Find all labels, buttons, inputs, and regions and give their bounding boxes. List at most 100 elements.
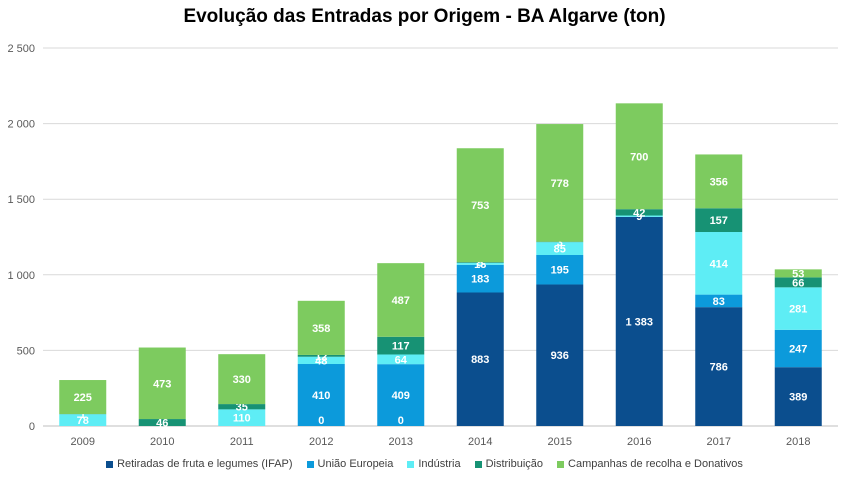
data-label: 157: [710, 215, 728, 227]
data-label: 281: [789, 304, 807, 316]
data-label: 0: [398, 415, 404, 427]
bar-segment: [615, 215, 663, 217]
bar-segment: [536, 242, 584, 255]
data-label: 883: [471, 354, 489, 366]
y-tick-label: 1 000: [7, 270, 35, 282]
legend-swatch-campanhas: [557, 460, 565, 468]
bar-segment: [456, 262, 504, 263]
chart-title: Evolução das Entradas por Origem - BA Al…: [183, 6, 666, 27]
data-label: 936: [551, 350, 569, 362]
x-tick-label: 2018: [786, 436, 810, 448]
legend-label-distribuicao: Distribuição: [485, 458, 544, 470]
bar-segment: [456, 292, 504, 426]
x-tick-label: 2011: [230, 436, 254, 448]
y-tick-label: 500: [17, 345, 35, 357]
bar-segment: [774, 277, 822, 288]
bar-segment: [377, 354, 425, 365]
legend-label-ifap: Retiradas de fruta e legumes (IFAP): [117, 458, 293, 470]
chart-legend: Retiradas de fruta e legumes (IFAP) Uniã…: [0, 458, 849, 470]
bar-segment: [774, 269, 822, 278]
bar-segment: [218, 354, 266, 405]
y-tick-label: 1 500: [7, 194, 35, 206]
bar-segment: [377, 263, 425, 337]
y-tick-label: 0: [29, 421, 35, 433]
data-label: 487: [392, 295, 410, 307]
bar-segment: [297, 356, 345, 365]
bar-segment: [138, 419, 186, 426]
bar-segment: [774, 287, 822, 330]
bar-segment: [377, 364, 425, 426]
bar-segment: [456, 264, 504, 293]
legend-item-campanhas: Campanhas de recolha e Donativos: [557, 458, 743, 470]
legend-label-industria: Indústria: [418, 458, 461, 470]
bar-segment: [456, 262, 504, 265]
x-tick-label: 2015: [548, 436, 572, 448]
data-label: 700: [630, 151, 648, 163]
x-tick-label: 2014: [468, 436, 492, 448]
x-tick-label: 2017: [707, 436, 731, 448]
data-label: 330: [233, 374, 251, 386]
x-tick-label: 2016: [627, 436, 651, 448]
bar-segment: [536, 284, 584, 426]
legend-swatch-industria: [407, 460, 415, 468]
y-tick-label: 2 000: [7, 119, 35, 131]
bar-segment: [615, 209, 663, 216]
data-label: 183: [471, 274, 489, 286]
data-label: 753: [471, 200, 489, 212]
bar-segment: [138, 347, 186, 420]
data-label: 85: [554, 244, 566, 256]
bar-segment: [218, 404, 266, 410]
data-label: 247: [789, 344, 807, 356]
bar-segment: [695, 208, 743, 233]
data-label: 35: [236, 402, 248, 414]
data-label: 409: [392, 390, 410, 402]
data-label: 9: [636, 211, 642, 223]
data-label: 414: [710, 258, 729, 270]
legend-swatch-distribuicao: [474, 460, 482, 468]
data-label: 786: [710, 362, 728, 374]
data-label: 117: [392, 341, 410, 353]
legend-item-industria: Indústria: [407, 458, 461, 470]
data-label: 225: [74, 392, 92, 404]
bar-segment: [774, 367, 822, 426]
legend-item-ifap: Retiradas de fruta e legumes (IFAP): [106, 458, 293, 470]
data-label: 473: [153, 378, 171, 390]
data-label: 1: [80, 409, 86, 421]
bar-segment: [536, 124, 584, 242]
legend-swatch-ifap: [106, 460, 114, 468]
y-tick-label: 2 500: [7, 43, 35, 55]
data-label: 64: [395, 354, 408, 366]
bar-segment: [456, 148, 504, 263]
bar-segment: [695, 232, 743, 295]
bar-segment: [695, 294, 743, 308]
bar-segment: [615, 216, 663, 426]
legend-item-distribuicao: Distribuição: [474, 458, 544, 470]
data-label: 48: [315, 355, 327, 367]
data-label: 358: [312, 323, 330, 335]
legend-swatch-uniao-europeia: [306, 460, 314, 468]
bar-segment: [615, 103, 663, 210]
data-label: 778: [551, 178, 569, 190]
x-tick-label: 2010: [150, 436, 174, 448]
data-label: 83: [713, 296, 725, 308]
data-label: 78: [77, 415, 89, 427]
bar-segment: [297, 300, 345, 355]
bar-segment: [59, 380, 107, 415]
data-label: 66: [792, 277, 804, 289]
data-label: 356: [710, 176, 728, 188]
legend-item-uniao-europeia: União Europeia: [306, 458, 394, 470]
data-label: 0: [318, 415, 324, 427]
data-label: 42: [633, 207, 645, 219]
data-label: 5: [477, 257, 483, 269]
data-label: 3: [557, 237, 563, 249]
legend-label-uniao-europeia: União Europeia: [317, 458, 394, 470]
bar-segment: [59, 414, 107, 426]
bar-segment: [695, 307, 743, 426]
legend-label-campanhas: Campanhas de recolha e Donativos: [568, 458, 743, 470]
bar-segment: [377, 336, 425, 355]
data-label: 110: [233, 413, 251, 425]
bar-segment: [218, 409, 266, 426]
data-label: 389: [789, 392, 807, 404]
bar-segment: [297, 364, 345, 426]
